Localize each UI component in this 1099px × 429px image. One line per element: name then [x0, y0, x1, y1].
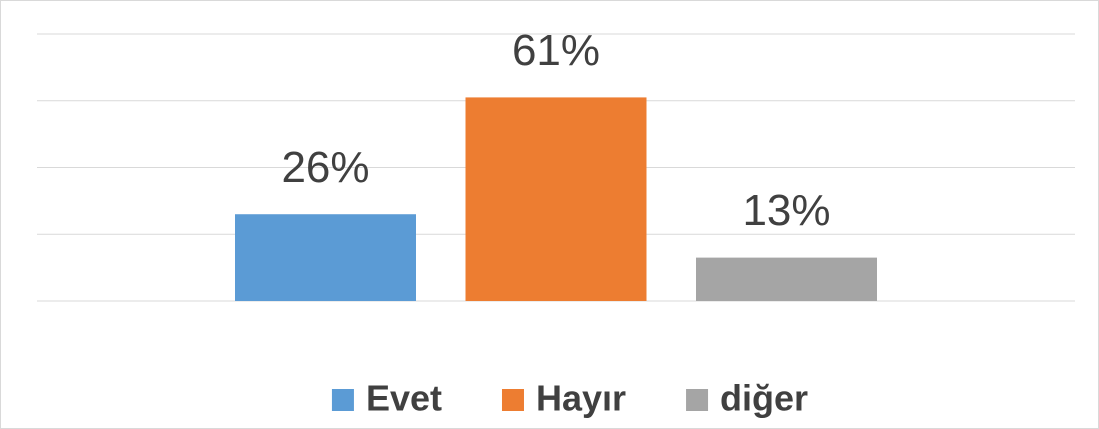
legend-swatch: [686, 389, 709, 411]
value-label: 26%: [281, 143, 369, 192]
value-label: 61%: [512, 26, 600, 75]
legend-label: Hayır: [536, 378, 626, 419]
bar: [465, 97, 647, 301]
legend-label: diğer: [720, 378, 808, 419]
bar: [235, 214, 416, 301]
value-label: 13%: [742, 186, 830, 235]
legend-swatch: [331, 389, 354, 411]
bar: [696, 257, 877, 301]
legend-label: Evet: [366, 378, 442, 419]
legend-swatch: [501, 389, 524, 411]
